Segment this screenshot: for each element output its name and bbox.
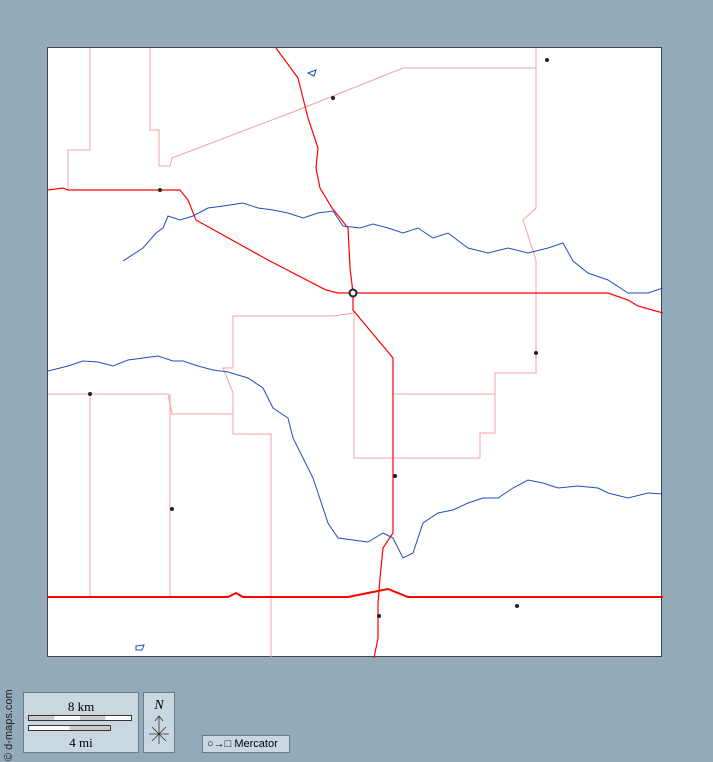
towns [88,58,549,618]
minor-roads [48,48,537,658]
north-label: N [154,698,164,713]
km-bar [28,715,132,721]
county-seat-marker [348,288,358,298]
map-svg [47,47,664,659]
scale-mi-label: 4 mi [69,735,93,750]
projection-label: ○→□ Mercator [202,735,290,753]
compass-arrow-icon [149,715,169,744]
major-roads [47,47,664,659]
mi-bar [28,725,111,731]
credit-text: © d-maps.com [3,689,15,761]
projection-name: Mercator [234,738,278,750]
circle-to-square-icon: ○→□ [207,738,232,750]
scale-km-label: 8 km [67,699,95,714]
map-area[interactable] [47,47,664,659]
rivers [47,69,664,651]
scale-bar: 8 km 4 mi [23,692,139,753]
north-arrow: N [143,692,175,753]
